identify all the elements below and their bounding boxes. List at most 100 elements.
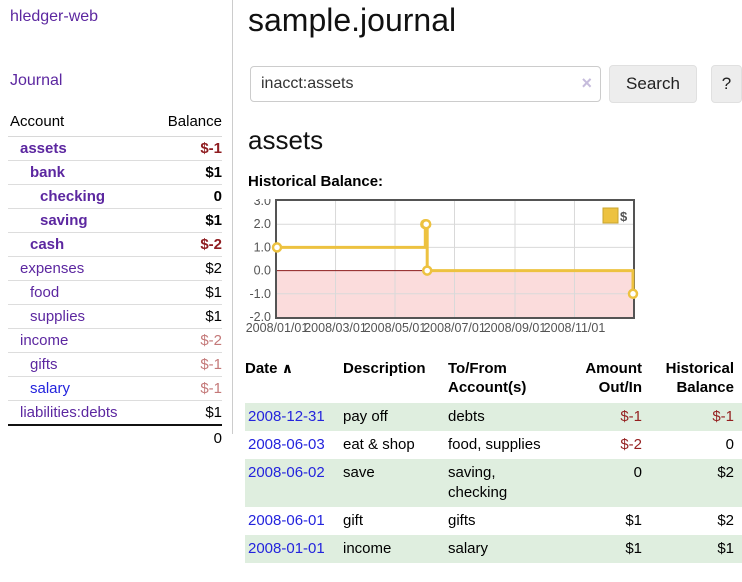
accounts-table: Account Balance assets $-1 bank $1 checking 0…	[8, 108, 222, 451]
plot-border	[275, 199, 635, 319]
transaction-description: save	[343, 464, 375, 481]
date-column-header[interactable]: Date ∧	[245, 360, 294, 377]
transaction-balance: $2	[717, 464, 734, 481]
transaction-balance: $1	[717, 540, 734, 557]
main-content: sample.journal × Search ? assets Histori…	[245, 0, 742, 563]
x-axis-tick-label: 2008/05/01	[364, 321, 427, 335]
sidebar: hledger-web Journal Account Balance asse…	[0, 0, 232, 451]
historical-balance-column-header: Historical Balance	[665, 360, 734, 396]
account-balance: $1	[115, 208, 222, 233]
app-title-link[interactable]: hledger-web	[10, 8, 99, 25]
register-row: 2008-12-31 pay off debts $-1 $-1	[245, 403, 742, 431]
transaction-amount: $1	[625, 512, 642, 529]
y-axis-tick-label: -1.0	[249, 287, 271, 301]
account-link-gifts[interactable]: gifts	[30, 356, 58, 373]
account-heading: assets	[248, 125, 324, 155]
transaction-amount: $1	[625, 540, 642, 557]
account-link-saving[interactable]: saving	[40, 212, 88, 229]
account-balance: $-1	[115, 136, 222, 161]
amount-column-header: Amount Out/In	[585, 360, 642, 396]
sidebar-divider	[232, 0, 233, 434]
transaction-description: gift	[343, 512, 364, 529]
transaction-accounts: saving, checking	[448, 464, 508, 501]
transaction-balance: 0	[725, 436, 734, 453]
transaction-accounts: gifts	[448, 512, 476, 529]
x-axis-tick-label: 2008/07/01	[423, 321, 486, 335]
transaction-accounts: salary	[448, 540, 489, 557]
account-row: bank $1	[8, 160, 222, 185]
transaction-date-link[interactable]: 2008-06-01	[248, 512, 325, 529]
account-balance: 0	[115, 184, 222, 209]
accounts-total-spacer	[8, 424, 115, 451]
transaction-date-link[interactable]: 2008-01-01	[248, 540, 325, 557]
account-row: expenses $2	[8, 256, 222, 281]
account-row: saving $1	[8, 208, 222, 233]
transaction-description: eat & shop	[343, 436, 415, 453]
accounts-total-balance: 0	[115, 424, 222, 451]
account-balance: $-1	[115, 376, 222, 401]
account-balance: $1	[115, 160, 222, 185]
x-axis-tick-label: 2008/11/01	[544, 321, 606, 335]
account-link-expenses[interactable]: expenses	[20, 260, 85, 277]
chart-title: Historical Balance:	[248, 173, 384, 190]
sidebar-nav: Journal	[0, 72, 232, 90]
transaction-date-link[interactable]: 2008-12-31	[248, 408, 325, 425]
account-link-checking[interactable]: checking	[40, 188, 106, 205]
sidebar-item-journal[interactable]: Journal	[10, 72, 63, 89]
account-link-salary[interactable]: salary	[30, 380, 71, 397]
account-balance: $2	[115, 256, 222, 281]
register-header-row: Date ∧ Description To/From Account(s) Am…	[245, 357, 742, 403]
search-field-wrap: ×	[250, 66, 602, 102]
x-axis-tick-label: 2008/01/01	[246, 321, 309, 335]
register-row: 2008-06-01 gift gifts $1 $2	[245, 507, 742, 535]
help-button[interactable]: ?	[710, 65, 742, 103]
register-row: 2008-01-01 income salary $1 $1	[245, 535, 742, 563]
tofrom-column-header: To/From Account(s)	[448, 360, 527, 396]
transaction-amount: $-2	[620, 436, 642, 453]
register-table: Date ∧ Description To/From Account(s) Am…	[245, 357, 742, 563]
account-balance: $-1	[115, 352, 222, 377]
account-link-cash[interactable]: cash	[30, 236, 65, 253]
x-axis-tick-label: 2008/09/01	[484, 321, 547, 335]
historical-balance-chart: 3.0 2.0 1.0 0.0 -1.0 -2.02008/01/012008/03/01…	[246, 199, 639, 335]
account-balance: $1	[115, 400, 222, 426]
description-column-header: Description	[343, 360, 426, 377]
clear-search-icon[interactable]: ×	[581, 73, 593, 93]
transaction-balance: $-1	[712, 408, 734, 425]
account-link-liabilities-debts[interactable]: liabilities:debts	[20, 404, 118, 421]
account-row: checking 0	[8, 184, 222, 209]
account-link-supplies[interactable]: supplies	[30, 308, 86, 325]
account-link-assets[interactable]: assets	[20, 140, 67, 157]
account-link-food[interactable]: food	[30, 284, 60, 301]
account-row: supplies $1	[8, 304, 222, 329]
transaction-accounts: food, supplies	[448, 436, 541, 453]
account-row: salary $-1	[8, 376, 222, 401]
legend-swatch	[602, 207, 619, 224]
accounts-total-row: 0	[8, 424, 222, 451]
account-row: cash $-2	[8, 232, 222, 257]
y-axis-tick-label: 1.0	[254, 240, 271, 254]
account-link-bank[interactable]: bank	[30, 164, 66, 181]
account-row: income $-2	[8, 328, 222, 353]
search-button[interactable]: Search	[609, 65, 697, 103]
x-axis-tick-label: 2008/03/01	[304, 321, 367, 335]
transaction-date-link[interactable]: 2008-06-03	[248, 436, 325, 453]
transaction-date-link[interactable]: 2008-06-02	[248, 464, 325, 481]
accounts-tbody: assets $-1 bank $1 checking 0 saving $1 cash $-2 e…	[8, 136, 222, 426]
page-title: sample.journal	[248, 2, 457, 38]
accounts-header-row: Account Balance	[8, 108, 222, 137]
search-input[interactable]	[250, 66, 602, 102]
data-point-marker	[271, 242, 283, 253]
data-point-marker	[420, 218, 432, 230]
transaction-description: pay off	[343, 408, 388, 425]
transaction-description: income	[343, 540, 392, 557]
legend-label: $	[620, 209, 628, 224]
y-axis-tick-label: -2.0	[249, 310, 271, 324]
account-balance: $1	[115, 304, 222, 329]
transaction-amount: 0	[633, 464, 642, 481]
register-row: 2008-06-02 save saving, checking 0 $2	[245, 459, 742, 507]
account-link-income[interactable]: income	[20, 332, 69, 349]
balance-column-header: Balance	[115, 108, 222, 137]
transaction-accounts: debts	[448, 408, 485, 425]
